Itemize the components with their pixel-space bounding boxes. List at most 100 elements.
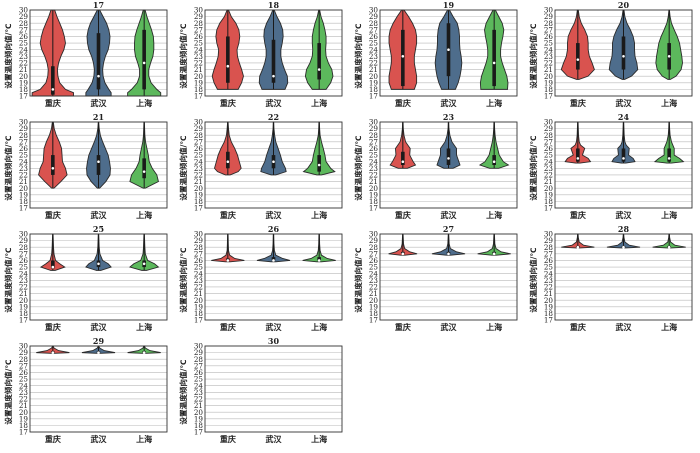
y-tick-label: 27 (194, 361, 204, 370)
y-tick-label: 29 (194, 12, 204, 21)
violin-iqr-box (576, 148, 580, 162)
panel-29: 171819202122232425262728293029设置温度倾向值/℃重… (3, 336, 168, 444)
y-tick-label: 22 (194, 171, 203, 180)
violin-median-dot (97, 262, 100, 266)
y-tick-label: 20 (194, 296, 204, 305)
violin-iqr-box (621, 148, 626, 162)
y-tick-label: 20 (194, 408, 204, 417)
y-tick-label: 22 (544, 283, 553, 292)
y-tick-label: 24 (19, 381, 29, 390)
panel-28: 171819202122232425262728293028设置温度倾向值/℃重… (528, 224, 693, 332)
y-tick-label: 18 (544, 309, 554, 318)
x-tick-label: 上海 (311, 434, 327, 444)
y-tick-label: 23 (19, 52, 29, 61)
y-tick-label: 29 (544, 124, 554, 133)
y-tick-label: 19 (369, 190, 379, 199)
y-tick-label: 18 (194, 85, 204, 94)
y-tick-label: 23 (19, 388, 29, 397)
x-tick-label: 重庆 (220, 210, 236, 220)
y-tick-label: 20 (369, 296, 379, 305)
y-tick-label: 26 (544, 32, 554, 41)
y-tick-label: 23 (544, 276, 554, 285)
violin-median-dot (576, 58, 580, 61)
violin-median-dot (97, 160, 100, 163)
y-tick-label: 23 (369, 52, 379, 61)
y-tick-label: 18 (19, 421, 29, 430)
violin-median-dot (272, 160, 275, 163)
violin-median-dot (226, 64, 230, 68)
violin-median-dot (142, 351, 146, 354)
plot-frame (204, 345, 343, 433)
y-tick-label: 29 (194, 348, 204, 357)
y-tick-label: 26 (19, 256, 29, 265)
y-tick-label: 28 (194, 19, 204, 28)
violin-iqr-box (492, 29, 496, 87)
panel-27: 171819202122232425262728293027设置温度倾向值/℃重… (353, 224, 518, 332)
y-tick-label: 26 (369, 144, 379, 153)
y-tick-label: 22 (369, 171, 378, 180)
violin-iqr-box (226, 36, 230, 83)
panel-21: 171819202122232425262728293021设置温度倾向值/℃重… (3, 112, 168, 220)
y-tick-label: 19 (19, 302, 29, 311)
y-tick-label: 27 (19, 249, 29, 258)
y-tick-label: 24 (19, 269, 29, 278)
x-tick-label: 上海 (486, 322, 502, 332)
y-axis-label: 设置温度倾向值/℃ (3, 359, 13, 424)
violin-iqr-box (401, 29, 405, 87)
x-tick-label: 重庆 (570, 98, 586, 108)
y-tick-label: 22 (19, 395, 28, 404)
y-tick-label: 22 (369, 59, 378, 68)
y-tick-label: 29 (19, 236, 29, 245)
x-tick-label: 武汉 (441, 322, 458, 332)
violin-median-dot (667, 245, 671, 249)
violin-median-dot (142, 61, 146, 65)
x-tick-label: 上海 (311, 210, 327, 220)
panel-title: 24 (618, 112, 630, 122)
y-tick-label: 20 (194, 184, 204, 193)
y-tick-label: 30 (369, 118, 379, 127)
x-tick-label: 上海 (661, 322, 677, 332)
x-tick-label: 武汉 (616, 98, 633, 108)
y-tick-label: 29 (544, 236, 554, 245)
y-tick-label: 28 (19, 355, 29, 364)
y-tick-label: 27 (19, 137, 29, 146)
y-tick-label: 18 (19, 197, 29, 206)
x-tick-label: 重庆 (45, 98, 61, 108)
y-tick-label: 25 (19, 375, 29, 384)
violin-iqr-box (142, 29, 146, 90)
y-tick-label: 18 (544, 197, 554, 206)
y-tick-label: 19 (544, 190, 554, 199)
y-tick-label: 24 (544, 45, 554, 54)
y-tick-label: 24 (194, 381, 204, 390)
x-tick-label: 武汉 (441, 210, 458, 220)
y-tick-label: 30 (194, 6, 204, 15)
y-tick-label: 26 (194, 144, 204, 153)
y-tick-label: 24 (194, 269, 204, 278)
plot-frame (379, 233, 518, 321)
y-tick-label: 25 (19, 263, 29, 272)
x-tick-label: 武汉 (91, 322, 108, 332)
y-tick-label: 18 (369, 309, 379, 318)
x-tick-label: 重庆 (220, 98, 236, 108)
panel-title: 17 (93, 0, 104, 10)
violin-median-dot (317, 163, 321, 167)
x-tick-label: 武汉 (91, 98, 108, 108)
y-tick-label: 20 (19, 184, 29, 193)
panel-23: 171819202122232425262728293023设置温度倾向值/℃重… (353, 112, 518, 220)
x-tick-label: 上海 (136, 434, 152, 444)
x-tick-label: 上海 (661, 98, 677, 108)
y-tick-label: 28 (544, 131, 554, 140)
violin-iqr-box (271, 257, 276, 261)
violin-median-dot (51, 265, 55, 269)
y-axis-label: 设置温度倾向值/℃ (353, 247, 363, 312)
y-tick-label: 21 (19, 401, 28, 410)
x-tick-label: 上海 (136, 98, 152, 108)
violin-iqr-box (401, 151, 405, 165)
y-tick-label: 30 (19, 342, 29, 351)
x-tick-label: 上海 (136, 210, 152, 220)
y-tick-label: 25 (19, 39, 29, 48)
y-tick-label: 25 (369, 151, 379, 160)
x-tick-label: 武汉 (266, 210, 283, 220)
